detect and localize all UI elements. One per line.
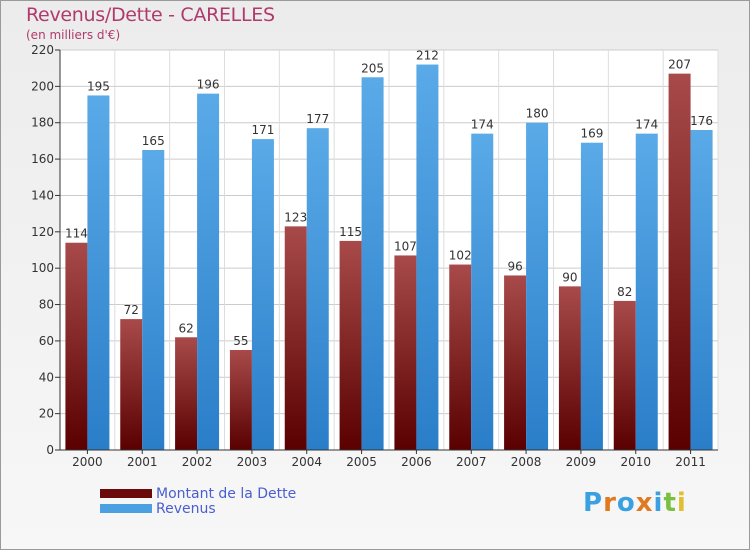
x-tick-label: 2010 <box>620 455 651 469</box>
y-tick-label: 180 <box>31 116 54 130</box>
data-label-dette: 123 <box>284 210 307 224</box>
legend-label-dette: Montant de la Dette <box>156 485 297 502</box>
y-tick-label: 160 <box>31 152 54 166</box>
legend-label-revenus: Revenus <box>156 500 216 517</box>
data-label-revenus: 165 <box>142 134 165 148</box>
bar-revenus <box>690 130 713 450</box>
data-label-dette: 207 <box>668 58 691 72</box>
x-tick-label: 2004 <box>291 455 322 469</box>
y-tick-label: 40 <box>39 370 54 384</box>
bar-dette <box>65 242 88 450</box>
logo-letter: r <box>603 488 617 518</box>
y-tick-label: 20 <box>39 407 54 421</box>
legend-item-revenus: Revenus <box>100 500 296 517</box>
data-label-revenus: 171 <box>251 123 274 137</box>
chart-legend: Montant de la Dette Revenus <box>100 485 297 517</box>
bar-revenus <box>471 133 494 451</box>
y-tick-label: 80 <box>39 298 54 312</box>
x-tick-label: 2000 <box>72 455 103 469</box>
bar-revenus <box>197 93 220 451</box>
data-label-dette: 96 <box>507 259 522 273</box>
bar-revenus <box>306 128 329 450</box>
bar-revenus <box>635 133 658 451</box>
x-tick-label: 2003 <box>237 455 268 469</box>
data-label-dette: 55 <box>233 334 248 348</box>
bar-dette <box>339 240 362 450</box>
bar-dette <box>175 337 198 450</box>
y-tick-label: 120 <box>31 225 54 239</box>
bar-dette <box>229 350 252 450</box>
bar-dette <box>668 73 691 451</box>
data-label-revenus: 205 <box>361 61 384 75</box>
logo-letter: P <box>583 488 604 518</box>
data-label-revenus: 177 <box>306 112 329 126</box>
data-label-revenus: 174 <box>471 118 494 132</box>
data-label-dette: 72 <box>124 303 139 317</box>
x-tick-label: 2002 <box>182 455 213 469</box>
y-tick-label: 220 <box>31 43 54 57</box>
bar-dette <box>504 275 527 450</box>
x-tick-label: 2006 <box>401 455 432 469</box>
bar-revenus <box>361 77 384 450</box>
bar-dette <box>449 264 472 450</box>
bar-dette <box>394 255 417 450</box>
y-tick-label: 60 <box>39 334 54 348</box>
legend-swatch-dette <box>100 489 152 498</box>
chart-subtitle: (en milliers d'€) <box>26 28 121 42</box>
logo-letter: o <box>616 488 636 518</box>
data-label-revenus: 195 <box>87 79 110 93</box>
bar-dette <box>558 286 581 450</box>
bar-revenus <box>526 122 549 451</box>
x-tick-label: 2007 <box>456 455 487 469</box>
logo-letter: t <box>663 488 677 518</box>
bar-revenus <box>142 150 165 450</box>
data-label-revenus: 212 <box>416 49 439 63</box>
y-tick-label: 200 <box>31 79 54 93</box>
data-label-revenus: 196 <box>197 78 220 92</box>
y-tick-label: 100 <box>31 261 54 275</box>
y-tick-label: 0 <box>46 443 54 457</box>
bar-revenus <box>251 139 274 450</box>
x-tick-label: 2001 <box>127 455 158 469</box>
data-label-revenus: 174 <box>635 118 658 132</box>
data-label-dette: 90 <box>562 270 577 284</box>
chart-title: Revenus/Dette - CARELLES <box>26 4 275 26</box>
bar-revenus <box>87 95 110 451</box>
proxiti-logo: Proxiti <box>583 488 687 518</box>
data-label-revenus: 180 <box>526 107 549 121</box>
x-tick-label: 2009 <box>566 455 597 469</box>
data-label-dette: 102 <box>449 249 472 263</box>
bar-revenus <box>580 142 603 450</box>
y-tick-label: 140 <box>31 188 54 202</box>
data-label-dette: 107 <box>394 239 417 253</box>
bar-revenus <box>416 64 439 450</box>
legend-swatch-revenus <box>100 504 152 513</box>
legend-item-dette: Montant de la Dette <box>100 485 297 502</box>
x-tick-label: 2005 <box>346 455 377 469</box>
data-label-dette: 115 <box>339 225 362 239</box>
logo-letter: x <box>635 488 654 518</box>
bar-dette <box>613 300 636 450</box>
logo-letter: i <box>676 488 687 518</box>
x-tick-label: 2011 <box>675 455 706 469</box>
logo-letter: i <box>653 488 664 518</box>
data-label-dette: 82 <box>617 285 632 299</box>
x-tick-label: 2008 <box>511 455 542 469</box>
data-label-revenus: 176 <box>690 114 713 128</box>
data-label-dette: 62 <box>178 321 193 335</box>
bar-dette <box>120 319 143 450</box>
bar-dette <box>284 226 307 450</box>
data-label-revenus: 169 <box>580 127 603 141</box>
data-label-dette: 114 <box>65 227 88 241</box>
